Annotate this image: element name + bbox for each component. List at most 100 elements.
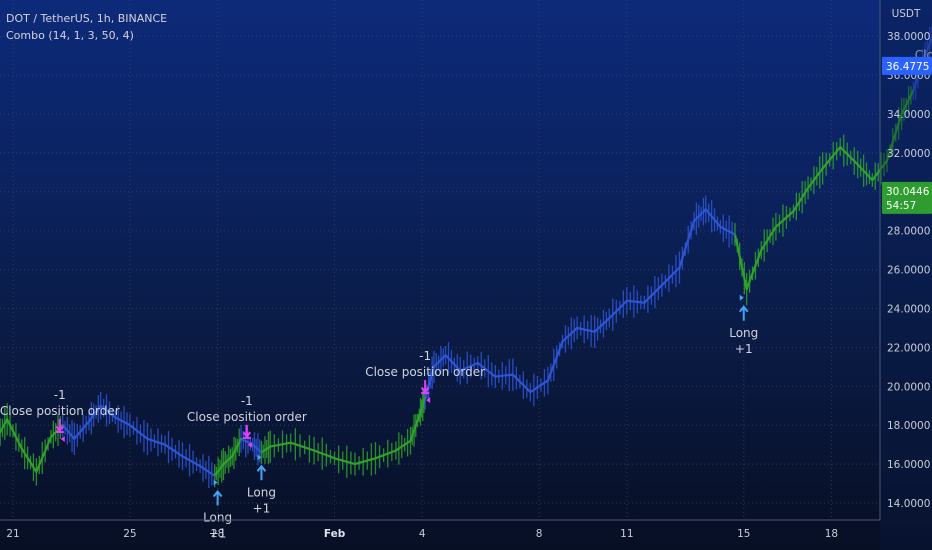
long-entry-triangle-icon xyxy=(213,479,218,486)
indicator-label[interactable]: Combo (14, 1, 3, 50, 4) xyxy=(6,29,134,42)
price-segment xyxy=(353,457,377,466)
close-signal-label: Close position order xyxy=(187,410,307,424)
long-signal-qty: +1 xyxy=(209,527,227,541)
price-point xyxy=(476,362,479,364)
price-point xyxy=(424,397,427,399)
price-segment xyxy=(20,447,38,473)
price-segment xyxy=(269,441,292,448)
price-segment xyxy=(312,449,336,460)
price-segment xyxy=(625,299,646,304)
price-segment xyxy=(529,379,550,394)
price-point xyxy=(593,330,596,333)
time-tick-label: Feb xyxy=(324,528,346,540)
price-point xyxy=(354,463,356,465)
price-point xyxy=(213,474,216,477)
price-point xyxy=(511,373,514,376)
price-point xyxy=(839,146,842,148)
price-point xyxy=(50,435,52,438)
symbol-title[interactable]: DOT / TetherUS, 1h, BINANCE xyxy=(6,12,168,25)
close-signal-label: Close position order xyxy=(365,365,485,379)
price-tick-label: 18.0000 xyxy=(887,420,930,432)
long-signal-label: Long xyxy=(203,511,232,525)
price-point xyxy=(260,451,263,454)
close-signal-label: Close position order xyxy=(0,404,120,418)
price-segment xyxy=(593,317,611,333)
price-point xyxy=(222,463,225,465)
time-tick-label: 25 xyxy=(123,528,136,540)
price-point xyxy=(418,414,421,417)
price-point xyxy=(792,210,795,213)
last-price-badge-value: 36.4775 xyxy=(886,61,929,73)
close-signal-qty: -1 xyxy=(419,349,431,363)
current-price-badge-value: 30.0446 xyxy=(886,186,930,198)
price-axis[interactable]: USDT 14.0000 16.0000 18.0000 20.0000 22.0000 2… xyxy=(879,0,932,550)
long-signal-qty: +1 xyxy=(735,342,753,356)
close-order-arrow-icon[interactable] xyxy=(55,418,65,433)
price-point xyxy=(529,391,532,394)
price-point xyxy=(6,418,9,421)
price-point xyxy=(608,317,611,320)
time-tick-label: 8 xyxy=(536,528,543,540)
price-segment xyxy=(333,457,357,466)
price-segment xyxy=(289,441,316,452)
price-segment xyxy=(494,373,514,378)
price-point xyxy=(912,89,915,92)
price-axis-bg xyxy=(880,0,932,550)
time-axis[interactable]: 212528Feb48111518222528Mar xyxy=(0,519,932,540)
price-point xyxy=(73,437,76,440)
price-segment xyxy=(839,145,859,166)
last-price-badge xyxy=(882,56,932,75)
price-point xyxy=(734,233,736,236)
strategy-signals: -1 Close position order -1 Close position o… xyxy=(0,48,932,541)
price-segment xyxy=(374,449,398,460)
close-order-arrow-icon[interactable] xyxy=(420,380,430,395)
price-segment xyxy=(774,210,795,228)
close-order-triangle-icon xyxy=(426,397,431,404)
price-tick-label: 28.0000 xyxy=(887,226,930,238)
price-segment xyxy=(35,435,53,473)
price-point xyxy=(269,445,272,448)
close-order-arrow-icon[interactable] xyxy=(242,424,252,439)
long-signal-label: Long xyxy=(247,485,276,499)
price-point xyxy=(20,447,23,450)
price-point xyxy=(444,354,447,357)
long-entry-triangle-icon xyxy=(257,454,262,461)
price-point xyxy=(871,179,874,182)
time-tick-label: 18 xyxy=(825,528,838,540)
price-point xyxy=(129,424,131,427)
long-entry-arrow-icon[interactable] xyxy=(212,489,223,506)
price-point xyxy=(494,375,497,378)
price-point xyxy=(745,288,748,290)
time-tick-label: 21 xyxy=(6,528,19,540)
price-segment xyxy=(660,266,681,287)
price-point xyxy=(693,220,695,222)
long-entry-arrow-icon[interactable] xyxy=(256,464,267,481)
price-point xyxy=(146,437,149,440)
price-point xyxy=(661,284,663,287)
price-tick-label: 22.0000 xyxy=(887,342,930,354)
currency-label: USDT xyxy=(892,8,921,20)
price-point xyxy=(807,187,809,189)
price-point xyxy=(251,443,254,446)
price-segment xyxy=(114,416,132,427)
price-point xyxy=(35,470,38,473)
price-point xyxy=(99,404,102,407)
price-point xyxy=(760,249,763,252)
price-point xyxy=(313,449,315,452)
price-point xyxy=(775,225,777,228)
price-segment xyxy=(198,464,216,477)
long-entry-triangle-icon xyxy=(739,294,744,301)
long-entry-arrow-icon[interactable] xyxy=(738,305,749,321)
price-point xyxy=(821,167,824,170)
price-point xyxy=(409,439,412,442)
price-segment xyxy=(0,418,9,435)
price-point xyxy=(547,379,549,382)
price-point xyxy=(625,299,628,302)
price-segment xyxy=(643,284,664,304)
price-tick-label: 24.0000 xyxy=(887,304,930,316)
price-segment xyxy=(546,340,564,382)
price-segment xyxy=(608,299,628,320)
time-tick-label: 4 xyxy=(419,528,426,540)
